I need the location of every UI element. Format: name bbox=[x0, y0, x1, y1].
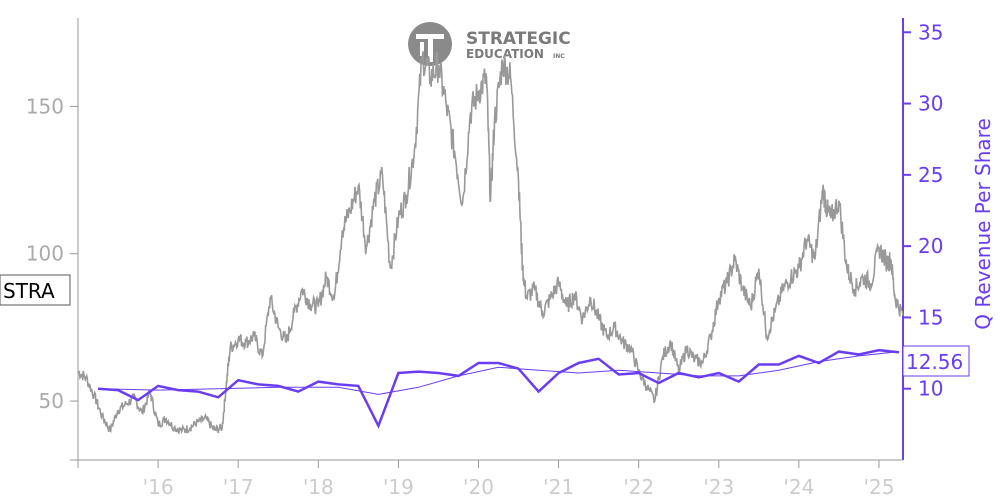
right-tick-label: 10 bbox=[918, 377, 943, 401]
bottom-tick-label: '21 bbox=[543, 475, 574, 499]
right-axis-ticks: 10 15 20 25 30 35 bbox=[903, 20, 943, 401]
right-tick-label: 20 bbox=[918, 234, 943, 258]
left-tick-label: 150 bbox=[26, 94, 64, 118]
bottom-tick-label: '17 bbox=[223, 475, 254, 499]
bottom-tick-label: '22 bbox=[623, 475, 654, 499]
bottom-tick-label: '16 bbox=[143, 475, 174, 499]
strategic-education-logo-icon bbox=[408, 22, 452, 66]
ticker-label: STRA bbox=[0, 274, 71, 306]
bottom-tick-label: '19 bbox=[383, 475, 414, 499]
right-tick-label: 15 bbox=[918, 305, 943, 329]
price-series-line bbox=[77, 50, 904, 435]
company-logo: STRATEGIC EDUCATION INC bbox=[408, 22, 571, 66]
logo-suffix: INC bbox=[553, 53, 565, 60]
revenue-series-line bbox=[97, 348, 900, 429]
ticker-text: STRA bbox=[3, 279, 55, 303]
logo-line1: STRATEGIC bbox=[466, 29, 571, 49]
bottom-tick-label: '20 bbox=[463, 475, 494, 499]
left-axis-ticks: 50 100 150 bbox=[26, 94, 78, 413]
right-tick-label: 30 bbox=[918, 92, 943, 116]
left-tick-label: 100 bbox=[26, 242, 64, 266]
right-tick-label: 25 bbox=[918, 163, 943, 187]
bottom-tick-label: '25 bbox=[863, 475, 894, 499]
revenue-trend-line bbox=[97, 351, 900, 395]
last-value-text: 12.56 bbox=[906, 350, 963, 374]
last-value-badge: 12.56 bbox=[902, 345, 970, 377]
bottom-tick-label: '23 bbox=[703, 475, 734, 499]
bottom-axis-ticks: '16 '17 '18 '19 '20 '21 '22 '23 '24 '25 bbox=[77, 460, 894, 499]
right-axis-label: Q Revenue Per Share bbox=[971, 118, 995, 330]
bottom-tick-label: '18 bbox=[303, 475, 334, 499]
logo-line2: EDUCATION bbox=[466, 47, 544, 61]
bottom-tick-label: '24 bbox=[783, 475, 814, 499]
right-tick-label: 35 bbox=[918, 20, 943, 44]
left-tick-label: 50 bbox=[39, 389, 64, 413]
